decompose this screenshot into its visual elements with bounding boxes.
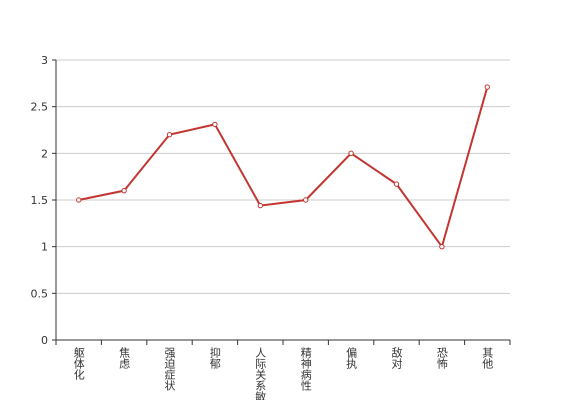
x-tick-label: 人际关系敏感 <box>254 347 267 400</box>
point <box>303 197 309 203</box>
point <box>166 131 173 138</box>
point <box>484 84 490 90</box>
x-tick-label: 躯体化 <box>72 347 85 381</box>
y-tick-label: 2.5 <box>31 101 49 114</box>
x-tick-label: 敌对 <box>390 346 403 369</box>
point <box>439 243 445 250</box>
x-tick-label: 抑郁 <box>208 346 221 369</box>
point <box>257 202 263 209</box>
point <box>76 197 82 203</box>
line <box>78 86 489 249</box>
y-tick-label: 1.5 <box>31 194 49 207</box>
x-tick-label: 其他 <box>481 347 494 369</box>
point <box>121 187 127 194</box>
point <box>348 150 354 157</box>
x-tick-label: 精神病性 <box>299 347 312 392</box>
y-tick-label: 0 <box>41 334 48 347</box>
y-tick-label: 2 <box>41 147 48 160</box>
point <box>393 181 400 187</box>
x-tick-label: 偏执 <box>345 346 358 370</box>
y-tick-label: 0.5 <box>31 287 49 300</box>
x-tick-label: 恐怖 <box>435 347 448 369</box>
y-tick-label: 3 <box>41 54 48 67</box>
x-tick-label: 强迫症状 <box>163 347 176 391</box>
point <box>212 121 218 128</box>
x-tick-label: 焦虑 <box>118 347 131 369</box>
y-tick-label: 1 <box>41 241 48 254</box>
